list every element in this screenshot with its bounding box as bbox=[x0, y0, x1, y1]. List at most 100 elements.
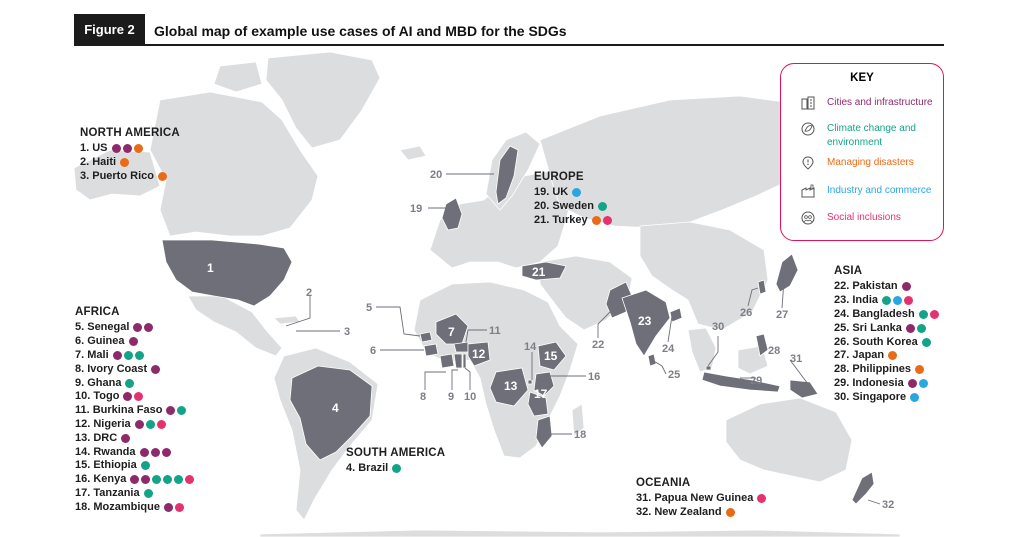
central-america-shape bbox=[187, 295, 283, 357]
key-item-disasters: Managing disasters bbox=[801, 156, 914, 170]
category-dots bbox=[901, 282, 913, 292]
region-oceania: OCEANIA 31. Papua New Guinea 32. New Zeal… bbox=[636, 477, 768, 520]
entry-label: 26. South Korea bbox=[834, 335, 918, 348]
entry-label: 23. India bbox=[834, 294, 879, 307]
region-south-america: SOUTH AMERICA 4. Brazil bbox=[346, 447, 445, 476]
category-dot-social bbox=[757, 494, 767, 504]
entry-label: 17. Tanzania bbox=[75, 486, 140, 499]
category-dots bbox=[143, 488, 155, 498]
leader-line-32 bbox=[867, 499, 881, 505]
category-dots bbox=[905, 323, 928, 333]
category-dot-cities bbox=[121, 433, 131, 443]
category-dots bbox=[125, 378, 136, 388]
category-dot-social bbox=[929, 309, 939, 319]
map-country-indonesia bbox=[701, 371, 781, 393]
region-entry: 29. Indonesia bbox=[834, 377, 941, 391]
region-entry: 30. Singapore bbox=[834, 390, 941, 404]
map-country-uk bbox=[441, 197, 463, 231]
region-title-south-america: SOUTH AMERICA bbox=[346, 447, 446, 459]
entry-label: 30. Singapore bbox=[834, 390, 907, 403]
category-dot-industry bbox=[910, 392, 920, 402]
category-dot-cities bbox=[128, 337, 138, 347]
category-dots bbox=[151, 364, 162, 374]
region-entry: 5. Senegal bbox=[75, 321, 196, 335]
category-dot-climate bbox=[177, 406, 187, 416]
category-dot-climate bbox=[143, 488, 153, 498]
category-dots bbox=[918, 309, 941, 319]
category-dot-climate bbox=[152, 475, 162, 485]
leader-line-8 bbox=[424, 371, 446, 390]
region-entry: 20. Sweden bbox=[534, 200, 614, 214]
key-label-cities: Cities and infrastructure bbox=[827, 97, 933, 108]
map-number-10: 10 bbox=[464, 391, 476, 403]
region-north-america: NORTH AMERICA 1. US 2. Haiti 3. Puerto Ric… bbox=[80, 127, 180, 183]
category-dots bbox=[163, 502, 186, 512]
region-entry: 11. Burkina Faso bbox=[75, 404, 196, 418]
map-country-turkey bbox=[521, 261, 567, 281]
map-country-ghana bbox=[453, 353, 463, 369]
map-number-6: 6 bbox=[370, 345, 376, 357]
category-dots bbox=[597, 202, 609, 212]
region-entry: 23. India bbox=[834, 294, 941, 308]
category-dot-disasters bbox=[157, 171, 167, 181]
map-number-11: 11 bbox=[489, 325, 501, 337]
category-dot-climate bbox=[392, 464, 402, 474]
category-dot-social bbox=[156, 419, 166, 429]
map-number-22: 22 bbox=[592, 339, 604, 351]
region-entry: 27. Japan bbox=[834, 349, 941, 363]
category-dot-climate bbox=[597, 202, 607, 212]
map-country-new-zealand bbox=[851, 471, 875, 505]
category-dot-cities bbox=[151, 364, 161, 374]
key-label-climate: Climate change and environment bbox=[827, 123, 916, 148]
region-title-africa: AFRICA bbox=[75, 306, 120, 318]
category-dot-cities bbox=[130, 475, 140, 485]
madagascar-shape bbox=[571, 403, 585, 437]
region-title-asia: ASIA bbox=[834, 265, 863, 277]
entry-list-south-america: 4. Brazil bbox=[346, 462, 445, 476]
region-entry: 3. Puerto Rico bbox=[80, 170, 180, 184]
map-country-drc bbox=[489, 367, 529, 407]
region-entry: 25. Sri Lanka bbox=[834, 321, 941, 335]
map-number-27: 27 bbox=[776, 309, 788, 321]
entry-label: 13. DRC bbox=[75, 431, 118, 444]
map-number-15: 15 bbox=[544, 349, 558, 363]
region-entry: 17. Tanzania bbox=[75, 487, 196, 501]
category-dot-industry bbox=[918, 378, 928, 388]
category-dots bbox=[111, 144, 145, 154]
entry-label: 29. Indonesia bbox=[834, 376, 904, 389]
category-dot-disasters bbox=[725, 508, 735, 518]
map-country-sweden bbox=[495, 145, 519, 205]
category-dot-cities bbox=[123, 392, 133, 402]
map-country-burkina-faso bbox=[453, 341, 469, 353]
region-entry: 2. Haiti bbox=[80, 156, 180, 170]
region-entry: 24. Bangladesh bbox=[834, 308, 941, 322]
entry-label: 15. Ethiopia bbox=[75, 459, 137, 472]
entry-label: 32. New Zealand bbox=[636, 506, 722, 519]
map-country-ethiopia bbox=[537, 341, 567, 371]
category-dot-cities bbox=[144, 323, 154, 333]
region-entry: 8. Ivory Coast bbox=[75, 362, 196, 376]
category-dot-cities bbox=[112, 350, 122, 360]
entry-label: 16. Kenya bbox=[75, 473, 127, 486]
region-entry: 4. Brazil bbox=[346, 462, 445, 476]
region-entry: 32. New Zealand bbox=[636, 506, 768, 520]
figure-label: Figure 2 bbox=[74, 14, 145, 45]
category-dots bbox=[130, 475, 196, 485]
leader-line-31 bbox=[789, 359, 809, 385]
warning-pin-icon bbox=[802, 156, 814, 170]
region-entry: 26. South Korea bbox=[834, 335, 941, 349]
category-dots bbox=[882, 296, 915, 306]
category-dot-climate bbox=[174, 475, 184, 485]
entry-label: 22. Pakistan bbox=[834, 280, 898, 293]
leader-line-11 bbox=[465, 329, 487, 343]
key-label-social: Social inclusions bbox=[827, 212, 901, 223]
region-entry: 13. DRC bbox=[75, 431, 196, 445]
region-entry: 6. Guinea bbox=[75, 335, 196, 349]
map-country-india bbox=[621, 289, 671, 357]
entry-label: 7. Mali bbox=[75, 348, 109, 361]
region-entry: 31. Papua New Guinea bbox=[636, 492, 768, 506]
leader-line-9 bbox=[451, 369, 458, 390]
category-dots bbox=[128, 337, 140, 347]
map-country-tanzania bbox=[527, 391, 549, 417]
